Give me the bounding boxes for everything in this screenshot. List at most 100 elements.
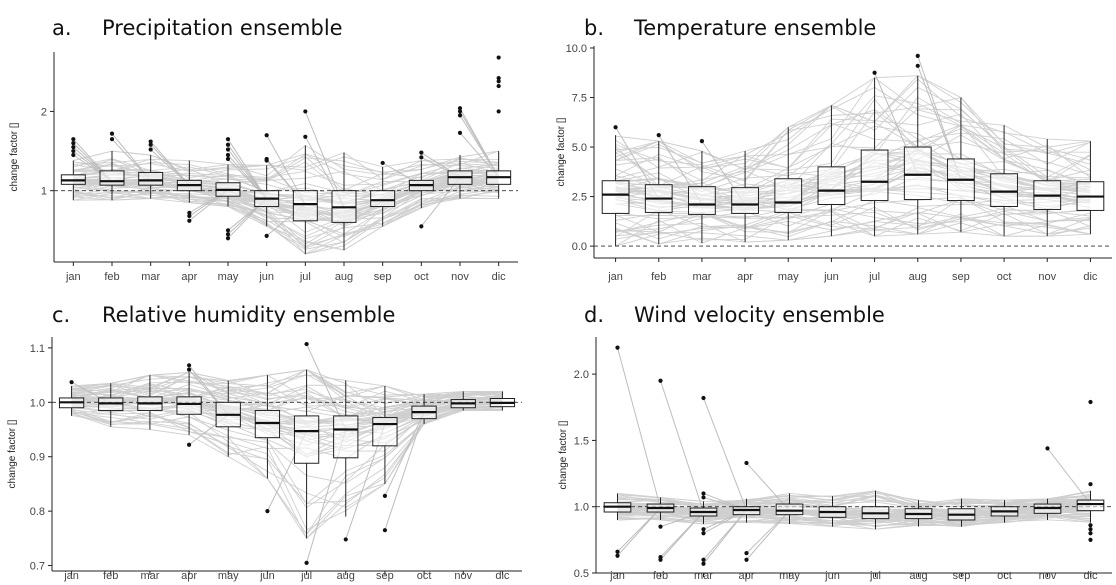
ensemble-trace [73, 194, 499, 251]
outlier-point [496, 79, 501, 84]
panel-title: a. Precipitation ensemble [52, 16, 343, 40]
box-jul [292, 109, 318, 255]
y-tick-label: 2.0 [574, 369, 589, 381]
outlier-point [615, 549, 620, 554]
x-tick-label-oct: oct [417, 570, 432, 582]
box-jun [818, 496, 847, 527]
outlier-point [1088, 482, 1093, 487]
y-tick-label: 1.5 [574, 435, 589, 447]
ensemble-trace [615, 78, 1091, 164]
y-axis-label: change factor [] [7, 419, 18, 488]
x-tick-label-jul: jul [869, 570, 881, 582]
outlier-point [382, 493, 388, 499]
panel-title-text: Precipitation ensemble [102, 16, 343, 40]
box-nov [450, 391, 476, 411]
ensemble-trace [615, 212, 1091, 243]
outlier-point [186, 442, 192, 447]
box-nov [1033, 139, 1062, 237]
x-tick-label-jul: jul [299, 271, 311, 283]
outlier-trace [150, 141, 190, 186]
outlier-point [264, 133, 269, 138]
outlier-point [496, 76, 501, 81]
box-nov [447, 106, 473, 199]
x-tick-label-feb: feb [103, 570, 118, 582]
ensemble-trace [71, 406, 503, 458]
x-tick-label-sep: sep [374, 271, 392, 283]
x-tick-label-apr: apr [739, 570, 755, 582]
relative-humidity-chart: 0.7 0.8 0.9 1.0 1.1 change factor [] jan feb mar… [7, 337, 522, 582]
x-tick-label-feb: feb [651, 271, 666, 283]
precipitation-chart: 1 2 change factor [] jan feb mar apr may jun jul a… [9, 52, 518, 283]
ensemble-trace [617, 494, 1091, 507]
iqr-box [372, 417, 398, 447]
x-tick-label-jan: jan [63, 570, 79, 582]
outlier-trace [306, 343, 347, 430]
ensemble-trace [615, 150, 1091, 197]
x-tick-label-apr: apr [737, 271, 753, 283]
box-jun [817, 105, 846, 237]
outlier-point [496, 109, 501, 114]
outlier-trace [703, 509, 747, 561]
x-tick-label-jan: jan [607, 271, 623, 283]
x-tick-label-dic: dic [495, 570, 510, 582]
outlier-point [1088, 537, 1093, 542]
box-feb [98, 383, 124, 427]
box-oct [990, 125, 1018, 237]
x-tick-label-oct: oct [997, 570, 1012, 582]
x-tick-label-apr: apr [181, 271, 197, 283]
ensemble-trace [617, 517, 1091, 527]
outlier-trace [227, 144, 268, 199]
iqr-box [774, 178, 803, 213]
outlier-point [304, 341, 309, 347]
outlier-point [1045, 446, 1050, 451]
outlier-point [109, 131, 115, 136]
iqr-box [1076, 499, 1105, 512]
box-apr [176, 363, 202, 447]
outlier-point [186, 363, 192, 368]
box-may [215, 137, 241, 241]
outlier-trace [746, 462, 790, 512]
ensemble-trace [73, 188, 499, 247]
outlier-point [656, 133, 661, 138]
iqr-box [731, 187, 759, 214]
outlier-trace [459, 108, 500, 178]
outlier-point [701, 491, 706, 496]
box-feb [99, 131, 125, 201]
outlier-point [225, 232, 231, 237]
x-tick-label-aug: aug [909, 271, 927, 283]
x-tick-label-jun: jun [824, 570, 840, 582]
outlier-point [187, 218, 192, 223]
outlier-point [382, 528, 388, 533]
outlier-point [701, 527, 706, 532]
iqr-box [333, 415, 359, 459]
box-mar [137, 375, 163, 430]
y-tick-label: 0.5 [574, 568, 589, 580]
ensemble-trace [615, 86, 1091, 180]
panel-title: b. Temperature ensemble [584, 16, 876, 40]
x-tick-label-jun: jun [258, 271, 274, 283]
outlier-point [187, 213, 192, 219]
outlier-point [225, 152, 231, 158]
y-tick-label: 1.0 [574, 502, 589, 514]
iqr-box [990, 173, 1018, 207]
box-mar [689, 395, 718, 566]
ensemble-trace [73, 192, 499, 255]
outlier-point [225, 228, 231, 233]
x-tick-label-jun: jun [823, 271, 839, 283]
iqr-box [293, 415, 320, 464]
outlier-point [699, 139, 705, 144]
box-jan [603, 345, 632, 558]
outlier-point [496, 55, 501, 60]
box-jun [254, 375, 281, 514]
x-tick-label-sep: sep [952, 271, 970, 283]
y-tick-label: 2.5 [572, 192, 587, 204]
box-nov [1033, 446, 1062, 520]
iqr-box [370, 190, 396, 208]
outlier-point [303, 109, 308, 114]
panel-precipitation: a. Precipitation ensemble 1 2 change factor… [0, 0, 560, 292]
outlier-point [615, 553, 620, 558]
box-jul [860, 70, 889, 237]
iqr-box [292, 190, 318, 222]
iqr-box [176, 396, 202, 415]
y-tick-label: 10.0 [566, 43, 587, 55]
